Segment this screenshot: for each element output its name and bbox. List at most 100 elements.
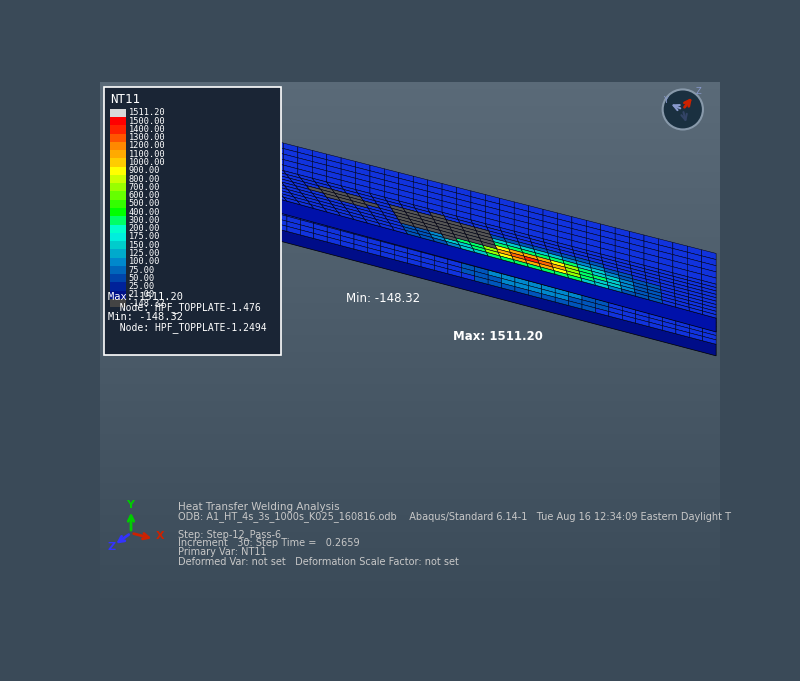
Bar <box>100 262 720 263</box>
Bar <box>100 241 720 242</box>
Bar <box>110 299 126 307</box>
Bar <box>100 580 720 581</box>
Bar <box>100 405 720 406</box>
Bar <box>100 157 720 158</box>
Bar <box>100 268 720 269</box>
Bar <box>100 108 720 109</box>
Bar <box>100 385 720 386</box>
Bar <box>100 573 720 574</box>
Bar <box>100 561 720 563</box>
Bar <box>100 455 720 456</box>
Bar <box>100 459 720 460</box>
Circle shape <box>662 89 703 129</box>
Bar <box>100 169 720 170</box>
Bar <box>110 225 126 233</box>
Bar <box>100 369 720 370</box>
Bar <box>100 532 720 533</box>
Bar <box>100 597 720 598</box>
Bar <box>110 208 126 217</box>
Bar <box>100 448 720 449</box>
Bar <box>100 195 720 196</box>
Bar <box>100 331 720 332</box>
Bar <box>100 218 720 219</box>
Bar <box>100 502 720 503</box>
Bar <box>100 324 720 325</box>
Bar <box>100 284 720 285</box>
Bar <box>100 549 720 550</box>
Text: Node: HPF_TOPPLATE-1.476: Node: HPF_TOPPLATE-1.476 <box>108 302 261 313</box>
Text: 100.00: 100.00 <box>129 257 160 266</box>
Bar <box>100 332 720 333</box>
Bar <box>110 109 126 117</box>
Bar <box>100 577 720 578</box>
Bar <box>100 522 720 523</box>
Bar <box>100 583 720 584</box>
Bar <box>100 266 720 267</box>
Bar <box>100 247 720 248</box>
Bar <box>100 101 720 103</box>
Bar <box>100 434 720 435</box>
Bar <box>100 211 720 212</box>
Bar <box>100 212 720 213</box>
Text: 1500.00: 1500.00 <box>129 116 166 125</box>
Bar <box>100 177 720 178</box>
Bar <box>100 419 720 421</box>
Bar <box>100 248 720 249</box>
Bar <box>100 440 720 441</box>
Bar <box>100 351 720 352</box>
Bar <box>100 537 720 538</box>
Bar <box>100 196 720 197</box>
Bar <box>100 461 720 462</box>
Text: Z: Z <box>108 542 116 552</box>
Bar <box>100 370 720 371</box>
Bar <box>100 185 720 186</box>
Bar <box>100 180 720 181</box>
Bar <box>100 235 720 236</box>
Bar <box>100 482 720 483</box>
Bar <box>100 372 720 373</box>
Bar <box>100 118 720 119</box>
Bar <box>100 594 720 595</box>
Text: 400.00: 400.00 <box>129 208 160 217</box>
Bar <box>100 165 720 166</box>
Text: 600.00: 600.00 <box>129 191 160 200</box>
Bar <box>100 275 720 276</box>
Bar <box>100 309 720 310</box>
Bar <box>100 151 720 152</box>
Bar <box>100 303 720 304</box>
Bar <box>100 197 720 198</box>
Bar <box>110 249 126 257</box>
Bar <box>100 538 720 539</box>
Bar <box>100 92 720 93</box>
Bar <box>100 481 720 482</box>
Bar <box>100 119 720 121</box>
Bar <box>100 105 720 106</box>
Bar <box>100 464 720 465</box>
Bar <box>100 349 720 351</box>
Bar <box>100 136 720 137</box>
Bar <box>100 531 720 532</box>
Polygon shape <box>197 148 234 200</box>
Bar <box>110 167 126 175</box>
Bar <box>100 148 720 150</box>
Bar <box>100 291 720 292</box>
Bar <box>100 214 720 215</box>
Bar <box>100 380 720 381</box>
Bar <box>100 451 720 452</box>
Bar <box>100 204 720 205</box>
Bar <box>100 437 720 439</box>
Bar <box>100 563 720 564</box>
Bar <box>100 223 720 224</box>
Bar <box>100 89 720 90</box>
Text: 900.00: 900.00 <box>129 166 160 175</box>
Bar <box>100 554 720 555</box>
Bar <box>100 582 720 583</box>
Bar <box>100 441 720 442</box>
Bar <box>100 178 720 180</box>
Bar <box>100 404 720 405</box>
Bar <box>100 598 720 599</box>
Polygon shape <box>234 217 716 356</box>
Bar <box>100 94 720 95</box>
Bar <box>100 111 720 112</box>
Bar <box>100 496 720 498</box>
